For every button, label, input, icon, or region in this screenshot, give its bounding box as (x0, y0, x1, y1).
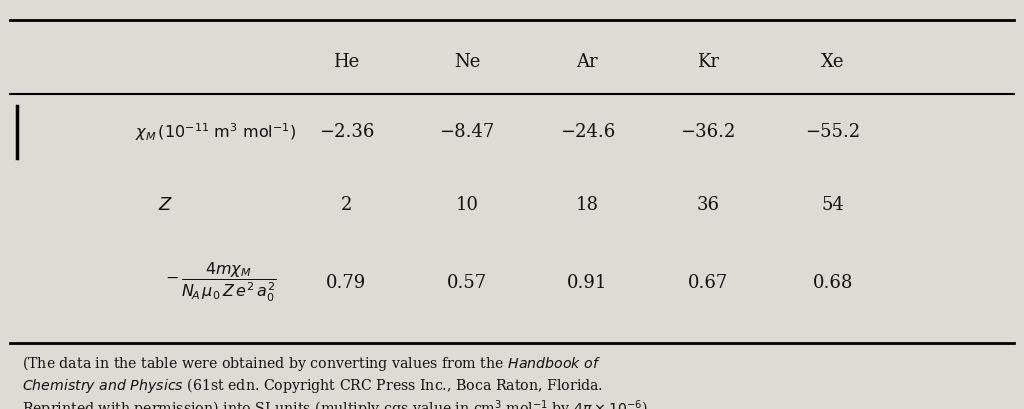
Text: Ne: Ne (454, 53, 480, 71)
Text: $\chi_M\,(10^{-11}\ \mathrm{m}^3\ \mathrm{mol}^{-1})$: $\chi_M\,(10^{-11}\ \mathrm{m}^3\ \mathr… (135, 121, 296, 143)
Text: −36.2: −36.2 (680, 124, 735, 142)
Text: 54: 54 (821, 196, 845, 213)
Text: $Z$: $Z$ (159, 196, 173, 213)
Text: −55.2: −55.2 (806, 124, 861, 142)
Text: 18: 18 (575, 196, 599, 213)
Text: 0.68: 0.68 (813, 274, 853, 292)
Text: 0.57: 0.57 (446, 274, 486, 292)
Text: 0.91: 0.91 (567, 274, 607, 292)
Text: (The data in the table were obtained by converting values from the $\mathit{Hand: (The data in the table were obtained by … (23, 354, 601, 373)
Text: −24.6: −24.6 (560, 124, 614, 142)
Text: He: He (333, 53, 359, 71)
Text: Reprinted with permission) into SI units (multiply cgs value in cm$^3$ mol$^{-1}: Reprinted with permission) into SI units… (23, 398, 648, 409)
Text: 0.67: 0.67 (687, 274, 728, 292)
Text: −2.36: −2.36 (318, 124, 374, 142)
Text: 0.79: 0.79 (327, 274, 367, 292)
Text: −8.47: −8.47 (439, 124, 495, 142)
Text: 10: 10 (456, 196, 478, 213)
Text: 36: 36 (696, 196, 719, 213)
Text: $\mathit{Chemistry\ and\ Physics}$ (61st edn. Copyright CRC Press Inc., Boca Rat: $\mathit{Chemistry\ and\ Physics}$ (61st… (23, 376, 603, 395)
Text: 2: 2 (341, 196, 352, 213)
Text: Xe: Xe (821, 53, 845, 71)
Text: Kr: Kr (696, 53, 719, 71)
Text: $-\,\dfrac{4m\chi_M}{N_{\!A}\,\mu_0\,Z\,e^2\,a_0^2}$: $-\,\dfrac{4m\chi_M}{N_{\!A}\,\mu_0\,Z\,… (165, 261, 276, 304)
Text: Ar: Ar (577, 53, 598, 71)
